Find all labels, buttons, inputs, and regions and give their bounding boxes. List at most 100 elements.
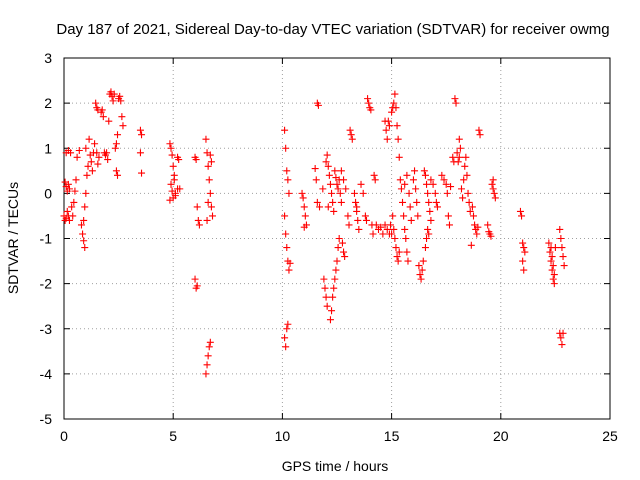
data-point xyxy=(207,203,215,211)
data-point xyxy=(119,122,127,130)
data-point xyxy=(281,212,289,220)
data-point xyxy=(550,271,558,279)
data-point xyxy=(64,180,72,188)
data-point xyxy=(205,343,213,351)
data-point xyxy=(402,235,410,242)
data-point xyxy=(193,282,201,290)
data-point xyxy=(549,262,557,270)
data-point xyxy=(300,203,308,211)
data-point xyxy=(390,99,398,107)
data-point xyxy=(204,198,212,206)
data-point xyxy=(412,185,420,193)
data-point xyxy=(348,135,356,143)
data-point xyxy=(204,162,212,170)
data-point xyxy=(389,212,397,220)
data-point xyxy=(350,189,358,197)
data-point xyxy=(92,99,100,107)
data-point xyxy=(423,235,431,242)
data-point xyxy=(557,235,565,242)
data-point xyxy=(104,156,112,164)
data-point xyxy=(331,167,339,175)
data-point xyxy=(328,189,336,197)
data-point xyxy=(300,223,308,231)
data-point xyxy=(414,212,422,220)
x-tick-label: 0 xyxy=(60,428,68,444)
data-point xyxy=(282,230,290,238)
data-point xyxy=(311,165,319,173)
data-point xyxy=(551,244,559,252)
data-point xyxy=(470,212,477,220)
data-point xyxy=(383,225,391,233)
data-point xyxy=(549,275,557,283)
axis-ticks: 0 5 10 15 20 25 -5 -4 -3 -2 -1 0 1 2 3 xyxy=(40,50,618,444)
data-point xyxy=(334,185,342,193)
data-point xyxy=(387,221,395,229)
data-point xyxy=(336,189,344,197)
data-point xyxy=(403,248,411,256)
data-point xyxy=(342,185,350,193)
data-point xyxy=(65,216,73,224)
data-point xyxy=(329,293,337,301)
data-point xyxy=(490,189,498,197)
data-point xyxy=(136,126,144,134)
data-point xyxy=(457,185,465,193)
data-point xyxy=(112,167,120,175)
data-point xyxy=(388,108,396,116)
data-point xyxy=(112,140,120,148)
data-point xyxy=(443,189,451,197)
data-point xyxy=(136,149,144,157)
data-point xyxy=(337,167,345,175)
data-point xyxy=(393,122,401,130)
data-point xyxy=(383,135,391,143)
data-point xyxy=(379,230,387,238)
data-point xyxy=(395,153,403,161)
data-point xyxy=(488,180,496,188)
data-point xyxy=(206,151,214,159)
x-tick-label: 10 xyxy=(275,428,291,444)
data-point xyxy=(372,221,380,229)
data-point xyxy=(285,266,293,274)
data-point xyxy=(396,176,404,184)
data-point xyxy=(557,334,565,342)
data-point xyxy=(95,153,103,161)
data-point xyxy=(316,203,324,211)
y-tick-label: -1 xyxy=(40,231,53,247)
data-point xyxy=(416,271,424,279)
data-point xyxy=(205,176,213,184)
data-point xyxy=(401,225,409,233)
data-point xyxy=(558,341,566,349)
y-tick-label: 3 xyxy=(44,50,52,66)
data-point xyxy=(85,135,93,143)
x-tick-label: 25 xyxy=(602,428,618,444)
data-point xyxy=(418,266,426,274)
data-point xyxy=(467,241,475,249)
data-point xyxy=(333,180,341,188)
data-point xyxy=(73,153,81,161)
data-point xyxy=(206,338,214,346)
data-point xyxy=(384,117,392,125)
data-point xyxy=(399,198,407,206)
data-point xyxy=(352,198,360,206)
data-point xyxy=(338,239,346,247)
data-point xyxy=(81,244,89,252)
data-point xyxy=(559,253,567,261)
data-point xyxy=(385,122,393,130)
data-point xyxy=(167,144,175,152)
data-point xyxy=(547,257,555,265)
data-point xyxy=(194,216,202,224)
data-point xyxy=(421,244,429,252)
data-point xyxy=(465,198,473,206)
data-point xyxy=(404,257,412,265)
data-point xyxy=(432,198,440,206)
data-point xyxy=(395,248,403,256)
data-point xyxy=(463,171,471,179)
data-point xyxy=(451,95,459,103)
data-point xyxy=(109,97,117,105)
data-point xyxy=(281,126,289,134)
data-point xyxy=(98,106,106,114)
data-point xyxy=(520,266,528,274)
data-point xyxy=(330,284,338,292)
data-point xyxy=(377,223,385,231)
data-point xyxy=(321,284,329,292)
